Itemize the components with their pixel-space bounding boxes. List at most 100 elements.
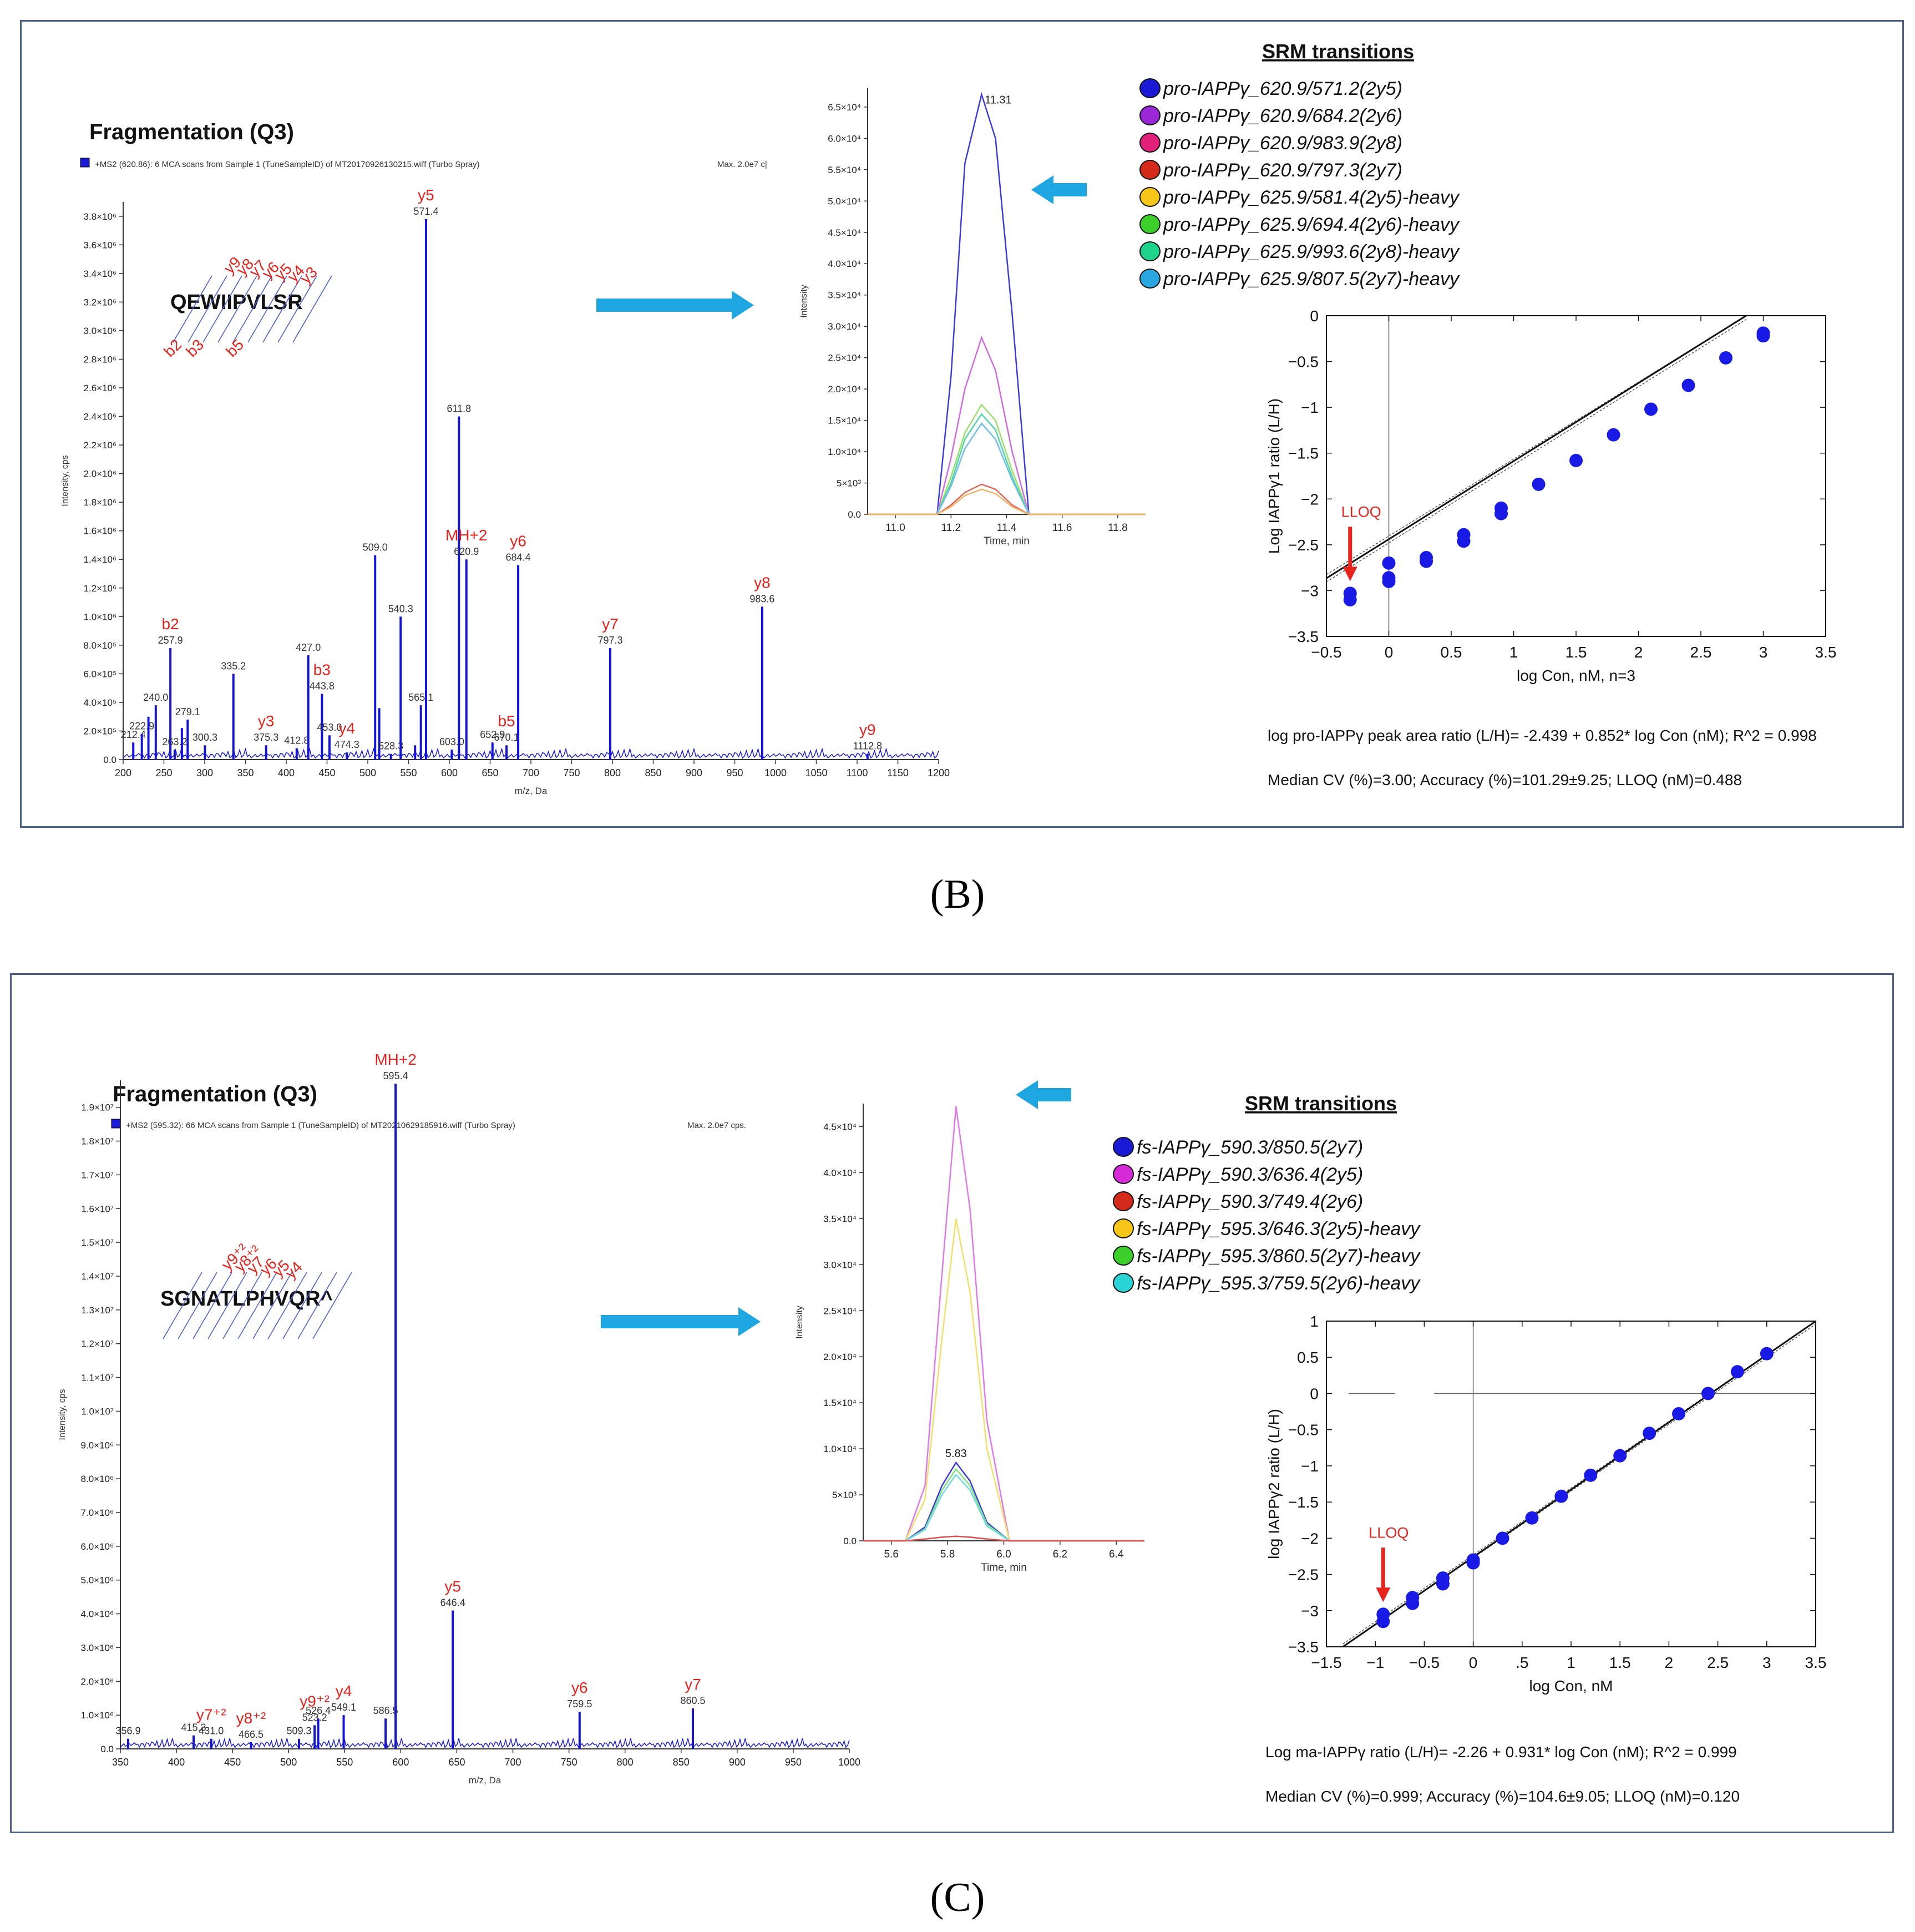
calibration-y-tick-label: 0.5 <box>1297 1349 1319 1366</box>
calibration-point <box>1532 477 1546 491</box>
spectrum-peak-label: 279.1 <box>175 706 200 717</box>
calibration-x-label: log Con, nM <box>1529 1677 1613 1695</box>
spectrum-peak-label: 540.3 <box>388 603 413 614</box>
spectrum-y-tick-label: 4.0×10⁵ <box>83 697 116 708</box>
spectrum-ion-label: y7⁺² <box>196 1706 226 1723</box>
spectrum-ion-label: y6 <box>510 533 526 550</box>
chromatogram-x-tick-label: 6.4 <box>1109 1549 1124 1560</box>
chromatogram-y-tick-label: 1.0×10⁴ <box>828 447 861 457</box>
spectrum-x-tick-label: 550 <box>400 767 417 778</box>
chromatogram-y-label: Intensity <box>795 1306 804 1339</box>
spectrum-title: Fragmentation (Q3) <box>89 120 294 144</box>
chromatogram-x-tick-label: 5.8 <box>940 1549 955 1560</box>
calibration-point <box>1643 1427 1656 1440</box>
srm-legend-marker <box>1139 105 1161 125</box>
spectrum-x-tick-label: 350 <box>237 767 254 778</box>
calibration-x-tick-label: 2 <box>1634 644 1643 661</box>
spectrum-peak-label: 1112.8 <box>853 741 882 752</box>
spectrum-y-tick-label: 1.0×10⁶ <box>84 611 116 622</box>
chromatogram-y-tick-label: 1.5×10⁴ <box>823 1398 857 1408</box>
legend-to-chromatogram-arrow <box>1031 175 1087 204</box>
srm-legend-marker <box>1139 241 1161 261</box>
spectrum-ion-label: y4 <box>338 720 355 737</box>
spectrum-x-tick-label: 1000 <box>838 1757 860 1768</box>
fragment-cleavage-mark <box>178 1272 217 1339</box>
spectrum-x-tick-label: 600 <box>441 767 458 778</box>
panel-b-figure: Fragmentation (Q3) +MS2 (620.86): 6 MCA s… <box>60 40 1837 796</box>
calibration-stats: Median CV (%)=3.00; Accuracy (%)=101.29±… <box>1268 771 1742 788</box>
spectrum-x-tick-label: 1050 <box>805 767 827 778</box>
chromatogram-x-tick-label: 5.6 <box>884 1549 898 1560</box>
calibration-y-tick-label: 0 <box>1310 307 1319 325</box>
spectrum-x-tick-label: 450 <box>318 767 335 778</box>
calibration-y-tick-label: −1 <box>1301 399 1319 416</box>
spectrum-y-tick-label: 1.6×10⁶ <box>84 526 116 537</box>
spectrum-x-tick-label: 600 <box>392 1757 409 1768</box>
spectrum-y-tick-label: 1.2×10⁶ <box>84 583 116 594</box>
fragment-cleavage-mark <box>222 1272 262 1339</box>
chromatogram-y-tick-label: 0.0 <box>848 509 861 520</box>
sequence-b-ion-label: b3 <box>183 336 207 360</box>
spectrum-x-tick-label: 800 <box>604 767 621 778</box>
spectrum-y-tick-label: 1.4×10⁶ <box>84 554 116 565</box>
chromatogram-y-tick-label: 3.0×10⁴ <box>828 321 861 332</box>
spectrum-x-tick-label: 650 <box>448 1757 465 1768</box>
spectrum-peak-label: 586.5 <box>373 1705 398 1716</box>
chromatogram-y-tick-label: 1.0×10⁴ <box>823 1444 857 1454</box>
fragment-cleavage-mark <box>232 275 272 343</box>
chromatogram-apex-label: 11.31 <box>985 94 1012 106</box>
fragment-cleavage-mark <box>262 275 302 343</box>
spectrum-peak-label: 375.3 <box>254 732 278 743</box>
calibration-point <box>1607 428 1620 442</box>
spectrum-peak-label: 549.1 <box>331 1702 356 1713</box>
spectrum-x-tick-label: 350 <box>112 1757 129 1768</box>
spectrum-y-tick-label: 2.0×10⁶ <box>84 469 116 479</box>
spectrum-to-chromatogram-arrow <box>601 1307 761 1336</box>
calibration-y-label: log IAPPγ2 ratio (L/H) <box>1265 1409 1283 1559</box>
chromatogram-x-tick-label: 11.0 <box>885 522 905 534</box>
legend-to-chromatogram-arrow <box>1016 1080 1071 1109</box>
srm-legend-marker <box>1113 1218 1134 1238</box>
calibration-y-tick-label: −1.5 <box>1288 1494 1319 1511</box>
spectrum-peak-label: 257.9 <box>158 635 183 646</box>
calibration-y-tick-label: −2.5 <box>1288 1566 1319 1584</box>
spectrum-x-tick-label: 400 <box>168 1757 185 1768</box>
spectrum-ion-label: y3 <box>258 712 275 730</box>
spectrum-ion-label: y4 <box>336 1682 352 1700</box>
srm-legend-marker <box>1113 1246 1134 1266</box>
srm-legend-marker <box>1139 133 1161 153</box>
calibration-point <box>1494 507 1508 520</box>
calibration-confidence-band <box>1342 1321 1816 1645</box>
spectrum-y-tick-label: 5.0×10⁶ <box>81 1575 114 1586</box>
fragment-cleavage-mark <box>217 275 257 343</box>
spectrum-x-tick-label: 1000 <box>764 767 787 778</box>
spectrum-ion-label: b3 <box>313 661 331 678</box>
calibration-x-tick-label: 2.5 <box>1690 644 1712 661</box>
calibration-x-tick-label: 3.5 <box>1815 644 1837 661</box>
spectrum-peak-label: 466.5 <box>239 1729 264 1740</box>
spectrum-x-tick-label: 950 <box>785 1757 802 1768</box>
spectrum-title: Fragmentation (Q3) <box>113 1082 317 1106</box>
spectrum-x-tick-label: 750 <box>563 767 580 778</box>
calibration-y-label: Log IAPPγ1 ratio (L/H) <box>1265 398 1283 554</box>
fragment-cleavage-mark <box>297 1272 337 1339</box>
spectrum-x-tick-label: 300 <box>196 767 213 778</box>
chromatogram-y-tick-label: 5×10³ <box>837 478 861 489</box>
srm-legend-marker <box>1139 78 1161 98</box>
spectrum-y-label: Intensity, cps <box>60 455 70 506</box>
calibration-x-tick-label: 0.5 <box>1441 644 1462 661</box>
spectrum-y-tick-label: 1.5×10⁷ <box>81 1237 114 1248</box>
spectrum-peak-label: 860.5 <box>680 1695 705 1706</box>
chromatogram-y-tick-label: 3.5×10⁴ <box>823 1213 857 1224</box>
fragment-cleavage-mark <box>247 275 287 343</box>
spectrum-peak-label: 797.3 <box>598 635 623 646</box>
spectrum-y-tick-label: 1.1×10⁷ <box>81 1373 114 1383</box>
calibration-x-tick-label: −0.5 <box>1311 644 1341 661</box>
spectrum-peak-label: 759.5 <box>567 1698 592 1710</box>
chromatogram-x-tick-label: 6.0 <box>996 1549 1011 1560</box>
spectrum-peak-label: 983.6 <box>749 593 774 604</box>
spectrum-peak-label: 412.8 <box>284 735 309 746</box>
lloq-arrow-head <box>1376 1587 1391 1602</box>
spectrum-x-tick-label: 1150 <box>887 767 909 778</box>
fragment-cleavage-mark <box>173 275 212 343</box>
